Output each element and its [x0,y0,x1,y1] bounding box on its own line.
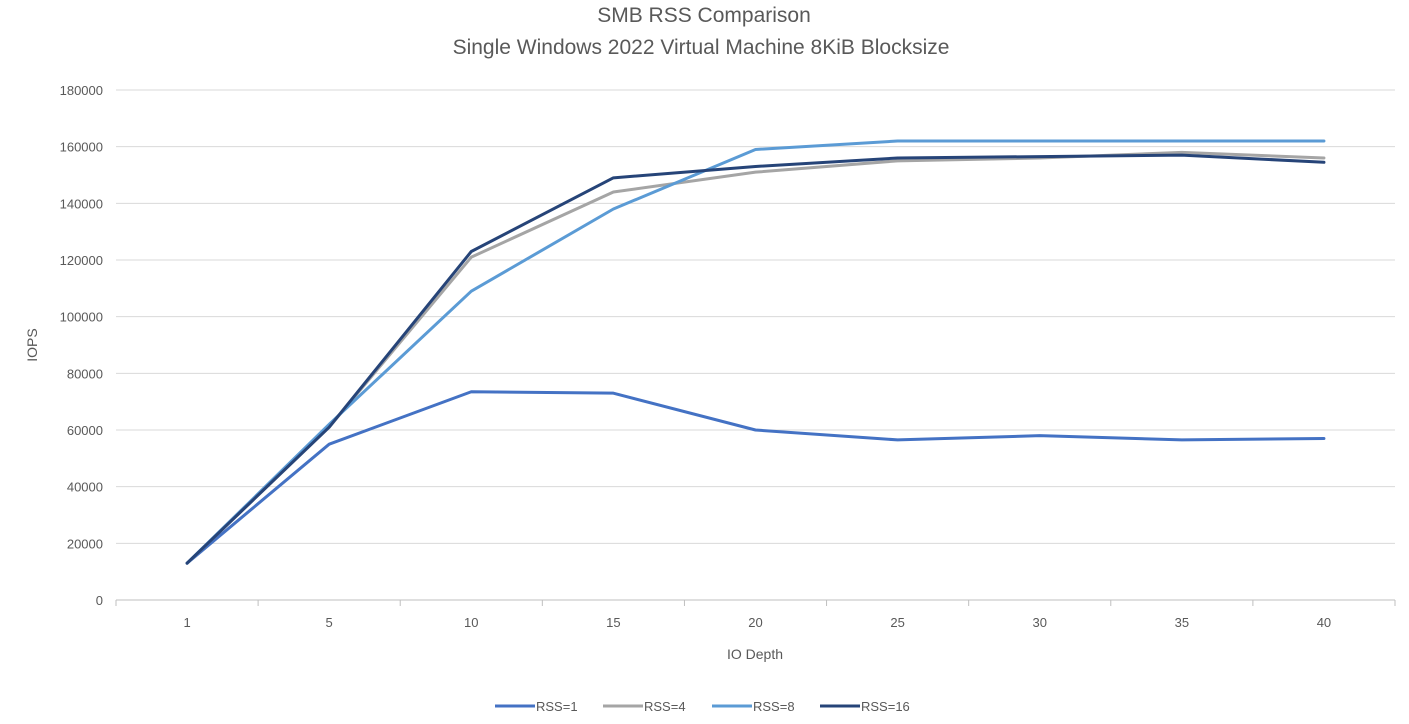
legend-item: RSS=4 [603,699,686,714]
x-tick-label: 35 [1175,615,1189,630]
x-tick-label: 25 [890,615,904,630]
legend-label: RSS=8 [753,699,795,714]
x-tick-label: 20 [748,615,762,630]
y-tick-label: 60000 [67,423,103,438]
x-tick-label: 10 [464,615,478,630]
legend-item: RSS=8 [712,699,795,714]
x-tick-label: 1 [183,615,190,630]
chart-title: SMB RSS Comparison [597,4,811,27]
series-line-rss-8 [185,139,1326,565]
y-tick-label: 180000 [60,83,103,98]
x-tick-label: 15 [606,615,620,630]
x-tick-label: 5 [326,615,333,630]
legend-label: RSS=16 [861,699,910,714]
legend-item: RSS=1 [495,699,578,714]
series-line-rss-16 [185,153,1326,565]
y-tick-label: 40000 [67,480,103,495]
legend-item: RSS=16 [820,699,910,714]
x-tick-label: 40 [1317,615,1331,630]
y-tick-label: 0 [96,593,103,608]
y-tick-label: 80000 [67,366,103,381]
y-tick-label: 100000 [60,310,103,325]
y-tick-label: 160000 [60,140,103,155]
y-axis-label: IOPS [24,328,40,361]
legend-label: RSS=4 [644,699,686,714]
x-tick-label: 30 [1032,615,1046,630]
y-tick-label: 120000 [60,253,103,268]
legend-label: RSS=1 [536,699,578,714]
y-tick-label: 20000 [67,536,103,551]
x-axis-label: IO Depth [727,646,783,662]
y-tick-label: 140000 [60,196,103,211]
series-line-rss-1 [185,390,1326,565]
series-line-rss-4 [185,150,1326,565]
chart-subtitle: Single Windows 2022 Virtual Machine 8KiB… [453,36,950,59]
